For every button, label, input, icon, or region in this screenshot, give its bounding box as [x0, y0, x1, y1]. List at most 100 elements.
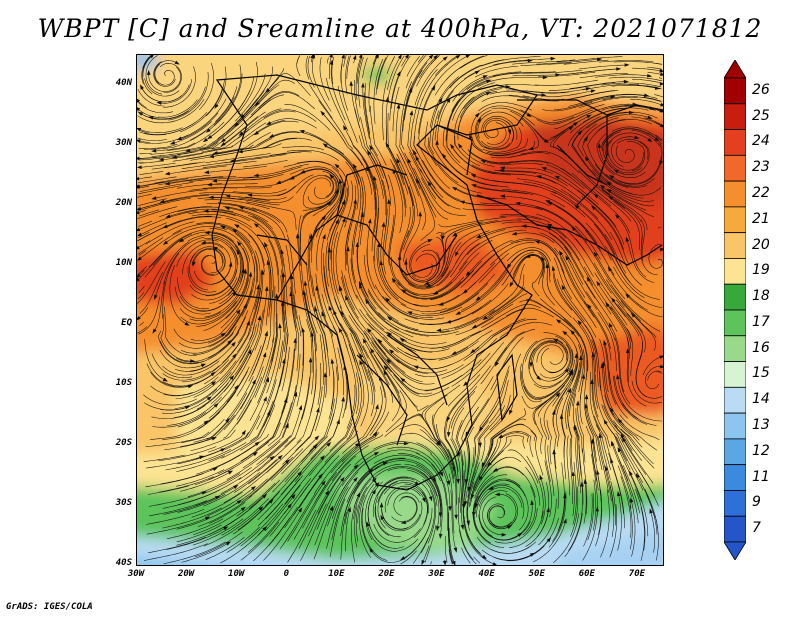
streamline-arrow [146, 69, 151, 75]
streamline [613, 420, 655, 469]
streamline-arrows [137, 55, 663, 565]
streamline-arrow [659, 355, 663, 359]
map-panel[interactable] [136, 54, 664, 566]
streamline [575, 408, 583, 453]
streamline [166, 121, 225, 151]
streamline [372, 316, 408, 342]
streamline [446, 103, 461, 164]
streamline [222, 323, 250, 363]
streamline-arrow [486, 79, 492, 84]
streamline-arrow [404, 259, 408, 265]
streamline-arrow [265, 376, 269, 383]
streamline-arrow [494, 492, 500, 497]
streamline [524, 225, 572, 255]
streamline [562, 287, 597, 338]
streamline-arrow [596, 57, 603, 62]
streamline [603, 343, 617, 405]
streamline [547, 445, 555, 496]
streamline [248, 215, 284, 267]
streamline [450, 490, 457, 550]
streamline [247, 138, 298, 151]
streamline-arrow [477, 117, 482, 123]
streamline [298, 315, 304, 366]
streamline [439, 316, 479, 331]
streamline-arrow [456, 479, 460, 485]
streamline [500, 160, 549, 164]
streamline-arrow [328, 305, 333, 311]
colorbar-label: 21 [752, 210, 770, 227]
streamline [267, 402, 292, 447]
streamline [154, 174, 211, 184]
streamline [442, 318, 504, 350]
streamline [403, 186, 415, 250]
streamline [217, 202, 280, 223]
streamline [177, 131, 235, 155]
streamline-arrow [369, 144, 374, 151]
streamline [143, 543, 208, 561]
streamline-arrow [608, 322, 613, 328]
streamline [595, 424, 611, 471]
streamline [616, 216, 647, 278]
streamline [546, 164, 585, 190]
streamline-arrow [378, 375, 383, 381]
streamline [560, 188, 599, 220]
lon-label: 50E [528, 569, 545, 579]
streamline [211, 209, 272, 239]
streamline [452, 76, 486, 102]
streamline-arrow [542, 75, 548, 80]
streamline [398, 453, 441, 482]
streamline-arrow [278, 323, 282, 329]
streamline [420, 489, 435, 553]
streamline [397, 279, 452, 295]
streamline [141, 56, 150, 85]
streamline [137, 185, 183, 195]
streamline [137, 220, 153, 227]
streamline [615, 258, 661, 300]
streamline [208, 442, 247, 462]
streamline-arrow [349, 80, 353, 86]
streamline [572, 317, 594, 361]
streamline [139, 162, 176, 168]
streamline [203, 508, 262, 547]
streamline [170, 98, 205, 123]
streamline [344, 127, 371, 172]
streamline-arrow [248, 271, 253, 277]
streamline [516, 178, 568, 196]
streamline [341, 432, 380, 463]
streamline [302, 472, 337, 529]
streamline [560, 257, 595, 318]
streamline-arrow [371, 477, 377, 483]
streamline [388, 360, 435, 385]
streamline-arrow [446, 480, 451, 486]
streamline-arrow [509, 409, 513, 415]
streamline [179, 308, 221, 319]
streamline [533, 123, 576, 141]
streamline-arrow [586, 114, 592, 119]
streamline [573, 393, 579, 441]
streamline [451, 407, 465, 455]
streamline-arrow [240, 114, 245, 119]
streamline [491, 180, 557, 195]
streamline [646, 494, 658, 535]
streamline-arrow [528, 146, 534, 151]
streamline [608, 190, 647, 211]
streamline [384, 482, 429, 514]
streamline [583, 493, 593, 547]
streamline [658, 77, 662, 79]
streamline [281, 251, 288, 306]
colorbar-cell [724, 206, 746, 234]
colorbar-cell [724, 515, 746, 543]
streamline-arrow [212, 151, 218, 155]
streamline [228, 195, 270, 201]
streamline [571, 132, 596, 176]
streamline [560, 252, 586, 298]
streamline-arrow [462, 504, 466, 510]
streamline [482, 127, 522, 153]
streamline [387, 299, 434, 318]
streamline [223, 381, 255, 430]
streamline-arrow [192, 261, 196, 267]
streamline [522, 69, 583, 74]
streamline [209, 227, 251, 262]
streamline-arrow [281, 271, 286, 278]
colorbar-label: 11 [752, 468, 770, 485]
